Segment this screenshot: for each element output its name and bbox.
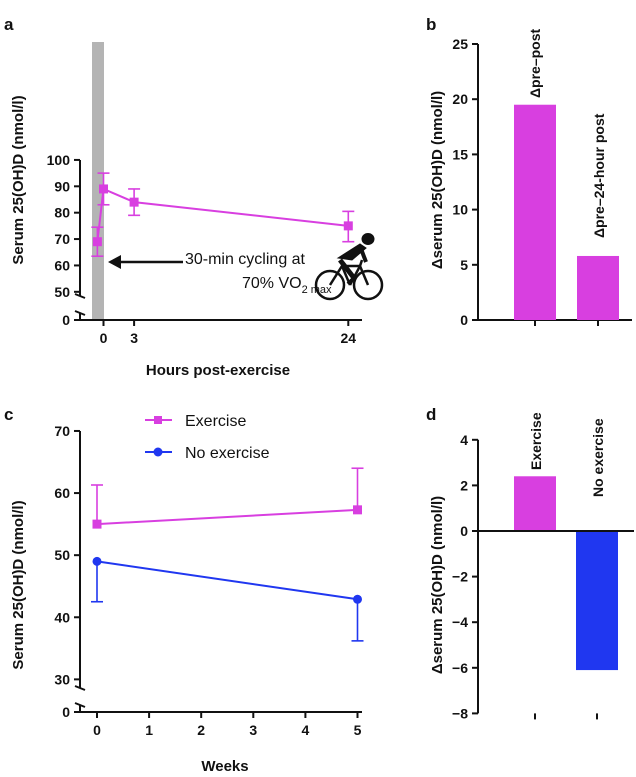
panel-a-data-point (99, 184, 108, 194)
panel-a-y-tick-label: 90 (54, 178, 70, 194)
panel-a-y-tick-label: 80 (54, 205, 70, 221)
panel-a-annotation-vo: 70% VO (242, 275, 302, 292)
panel-a-axis-break (74, 293, 86, 299)
legend-no-exercise-marker (153, 447, 163, 457)
panel-b-y-tick-label: 25 (452, 36, 468, 52)
panel-c-series-line (96, 508, 358, 526)
panel-c-data-point (353, 505, 362, 515)
legend-exercise-label: Exercise (185, 413, 246, 430)
panel-c-ylabel: Serum 25(OH)D (nmol/l) (10, 500, 27, 669)
panel-c-y-tick-label: 40 (54, 609, 70, 625)
panel-a-series-line (96, 187, 349, 242)
panel-c-data-point (353, 594, 362, 604)
panel-b-ylabel: Δserum 25(OH)D (nmol/l) (429, 91, 446, 269)
panel-a-ylabel: Serum 25(OH)D (nmol/l) (10, 95, 27, 264)
panel-b-bar (577, 255, 619, 320)
panel-a-x-tick-label: 0 (100, 330, 108, 346)
panel-c-axis-break (74, 702, 86, 708)
panel-a-y-tick-label: 50 (54, 284, 70, 300)
panel-a-data-point (343, 221, 353, 231)
panel-label-c: c (4, 405, 13, 424)
panel-a-x-tick-label: 24 (341, 330, 357, 346)
legend-exercise-marker (154, 416, 162, 424)
panel-c-series-line (96, 560, 358, 601)
panel-c-x-tick-label: 0 (93, 722, 101, 738)
panel-a-data-point (92, 237, 102, 247)
panel-a-axis-break (74, 310, 86, 316)
panel-b-y-tick-label: 5 (460, 257, 468, 273)
panel-d-y-tick-label: 2 (460, 477, 468, 493)
panel-b-category-label: Δpre–post (527, 28, 543, 98)
panel-c-y-tick-label: 60 (54, 485, 70, 501)
panel-d-y-tick-label: −4 (452, 614, 468, 630)
panel-b-y-tick-label: 15 (452, 146, 468, 162)
panel-c-x-tick-label: 4 (302, 722, 310, 738)
panel-a-xlabel: Hours post-exercise (146, 362, 290, 379)
panel-c-y-tick-label: 70 (54, 423, 70, 439)
panel-d-y-tick-label: 4 (460, 432, 468, 448)
panel-c-x-tick-label: 2 (197, 722, 205, 738)
panel-a-x-tick-label: 3 (130, 330, 138, 346)
panel-label-b: b (426, 15, 436, 34)
panel-b-bar (514, 104, 556, 320)
panel-c-y-tick-label: 0 (62, 704, 70, 720)
panel-a-annotation-arrowhead (108, 255, 121, 269)
panel-label-a: a (4, 15, 14, 34)
panel-d-y-tick-label: 0 (460, 523, 468, 539)
panel-a-y-tick-label: 60 (54, 257, 70, 273)
panel-d-category-label: Exercise (528, 412, 544, 470)
panel-c-y-tick-label: 30 (54, 671, 70, 687)
panel-b-y-tick-label: 0 (460, 312, 468, 328)
panel-b-y-tick-label: 10 (452, 202, 468, 218)
panel-b-category-label: Δpre–24-hour post (591, 113, 607, 238)
panel-c-xlabel: Weeks (201, 758, 248, 775)
panel-c-axis-break (74, 685, 86, 691)
panel-label-d: d (426, 405, 436, 424)
panel-a-y-tick-label: 0 (62, 312, 70, 328)
panel-c-y-tick-label: 50 (54, 547, 70, 563)
panel-c-x-tick-label: 5 (354, 722, 362, 738)
panel-a-data-point (129, 197, 139, 207)
panel-d-bar (514, 476, 556, 531)
panel-c-data-point (92, 519, 102, 529)
panel-a-exercise-band (92, 42, 104, 320)
panel-d-y-tick-label: −8 (452, 705, 468, 721)
panel-a-annotation-line1: 30-min cycling at (185, 251, 306, 268)
panel-b-y-tick-label: 20 (452, 91, 468, 107)
panel-d-bar (576, 531, 618, 671)
panel-c-x-tick-label: 3 (249, 722, 257, 738)
panel-a-y-tick-label: 70 (54, 231, 70, 247)
panel-d-y-tick-label: −2 (452, 569, 468, 585)
legend-no-exercise-label: No exercise (185, 445, 270, 462)
panel-d-ylabel: Δserum 25(OH)D (nmol/l) (429, 496, 446, 674)
panel-d-category-label: No exercise (590, 418, 606, 497)
panel-c-data-point (92, 556, 102, 566)
panel-c-x-tick-label: 1 (145, 722, 153, 738)
cyclist-icon (314, 233, 384, 301)
panel-a-y-tick-label: 100 (47, 152, 71, 168)
panel-d-y-tick-label: −6 (452, 660, 468, 676)
